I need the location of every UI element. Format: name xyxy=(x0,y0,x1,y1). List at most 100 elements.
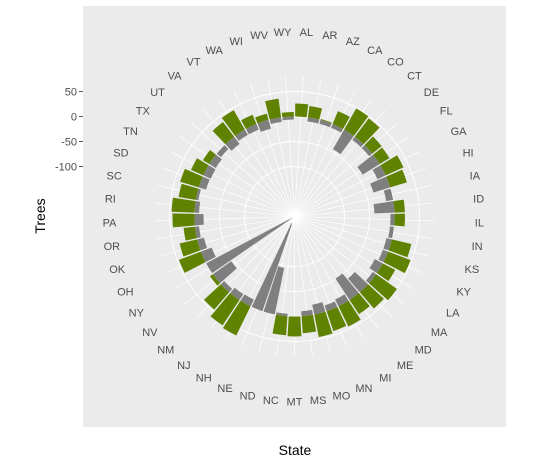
category-label-ri: RI xyxy=(105,194,116,206)
bar-negative-wi xyxy=(257,119,271,132)
bar-negative-id xyxy=(373,201,395,214)
x-axis-title: State xyxy=(279,442,312,458)
y-tick-label: 0 xyxy=(71,112,77,124)
category-label-nv: NV xyxy=(142,327,158,339)
category-label-wi: WI xyxy=(229,36,242,48)
bar-negative-vt xyxy=(235,129,248,141)
category-label-ca: CA xyxy=(367,45,383,57)
bar-negative-nd xyxy=(263,266,285,315)
grid-spoke xyxy=(190,122,295,217)
category-label-hi: HI xyxy=(463,148,474,160)
bar-negative-ri xyxy=(194,201,201,213)
bar-negative-ar xyxy=(307,117,320,124)
bar-positive-sc xyxy=(178,183,199,200)
bar-positive-co xyxy=(344,108,369,136)
category-label-ne: NE xyxy=(217,383,232,395)
grid-spoke xyxy=(294,216,415,290)
category-label-ar: AR xyxy=(322,30,337,42)
bar-positive-hi xyxy=(386,169,407,188)
bar-positive-vt xyxy=(221,110,245,136)
bar-layer xyxy=(171,98,412,338)
bar-positive-ri xyxy=(171,197,196,213)
bar-negative-tn xyxy=(203,165,216,179)
category-label-tn: TN xyxy=(123,126,138,138)
category-label-oh: OH xyxy=(117,286,134,298)
bar-negative-mi xyxy=(335,294,349,307)
bar-positive-sd xyxy=(180,168,203,188)
bar-negative-fl xyxy=(357,154,380,175)
category-label-wv: WV xyxy=(250,30,268,42)
bar-negative-tx xyxy=(209,154,222,169)
bar-positive-mt xyxy=(287,316,302,337)
bar-positive-oh xyxy=(178,251,206,273)
category-label-ut: UT xyxy=(150,87,165,99)
bar-negative-ks xyxy=(383,238,392,251)
bar-positive-or xyxy=(183,226,197,241)
bar-positive-wa xyxy=(241,114,257,130)
bar-negative-ok xyxy=(197,237,208,251)
bar-negative-oh xyxy=(200,247,216,263)
category-label-co: CO xyxy=(387,56,404,68)
bar-negative-az xyxy=(319,119,332,128)
category-label-de: DE xyxy=(424,87,439,99)
bar-positive-tn xyxy=(191,158,209,176)
bar-negative-wy xyxy=(282,116,294,121)
grid-spoke xyxy=(285,76,295,217)
bar-positive-ks xyxy=(388,239,412,258)
category-label-or: OR xyxy=(104,241,121,253)
bar-positive-ky xyxy=(383,251,411,274)
bar-negative-wv xyxy=(269,117,282,124)
category-label-in: IN xyxy=(472,241,483,253)
bar-negative-nj xyxy=(230,287,244,300)
bar-positive-la xyxy=(376,263,396,282)
category-label-ms: MS xyxy=(310,395,327,407)
bar-negative-mo xyxy=(312,302,326,315)
category-label-ks: KS xyxy=(465,264,480,276)
grid-spoke xyxy=(294,90,356,217)
category-label-nh: NH xyxy=(196,373,212,385)
y-tick-layer: 50 0 -50 -100 xyxy=(55,87,83,174)
category-label-al: AL xyxy=(300,27,313,39)
grid-spoke xyxy=(184,216,295,305)
category-label-mt: MT xyxy=(287,397,303,409)
bar-negative-de xyxy=(361,145,373,157)
bar-positive-tx xyxy=(202,150,216,165)
bar-negative-la xyxy=(369,259,383,274)
grid-spoke xyxy=(294,79,322,217)
bar-negative-or xyxy=(195,226,201,239)
category-label-wy: WY xyxy=(274,27,292,39)
bar-positive-mi xyxy=(338,300,361,327)
y-tick-label: 50 xyxy=(65,87,77,99)
bar-positive-mo xyxy=(314,311,333,338)
grid-spoke xyxy=(294,122,399,217)
bar-positive-nm xyxy=(203,284,230,310)
category-label-mn: MN xyxy=(355,383,372,395)
bar-negative-il xyxy=(390,213,395,226)
category-label-ga: GA xyxy=(451,126,468,138)
bar-positive-de xyxy=(364,136,382,154)
category-label-mo: MO xyxy=(333,390,351,402)
bar-positive-nv xyxy=(209,274,221,286)
bar-positive-wy xyxy=(281,112,294,118)
bar-negative-hi xyxy=(370,176,391,193)
category-label-mi: MI xyxy=(379,373,391,385)
bar-negative-in xyxy=(388,226,394,239)
category-label-ia: IA xyxy=(470,170,481,182)
bar-negative-pa xyxy=(194,213,204,226)
bar-negative-ma xyxy=(365,271,377,284)
category-label-ky: KY xyxy=(456,286,471,298)
category-label-wa: WA xyxy=(206,45,224,57)
category-label-az: AZ xyxy=(346,36,360,48)
category-label-va: VA xyxy=(168,71,183,83)
category-label-tx: TX xyxy=(136,106,151,118)
bar-negative-wa xyxy=(245,124,259,135)
bar-negative-ny xyxy=(206,217,293,274)
grid-spoke xyxy=(294,76,304,217)
bar-positive-nc xyxy=(272,314,288,336)
category-label-ct: CT xyxy=(407,71,422,83)
bar-positive-nj xyxy=(210,293,240,326)
bar-positive-wi xyxy=(255,113,269,124)
bar-negative-ct xyxy=(352,136,364,148)
grid-spoke xyxy=(179,136,295,217)
